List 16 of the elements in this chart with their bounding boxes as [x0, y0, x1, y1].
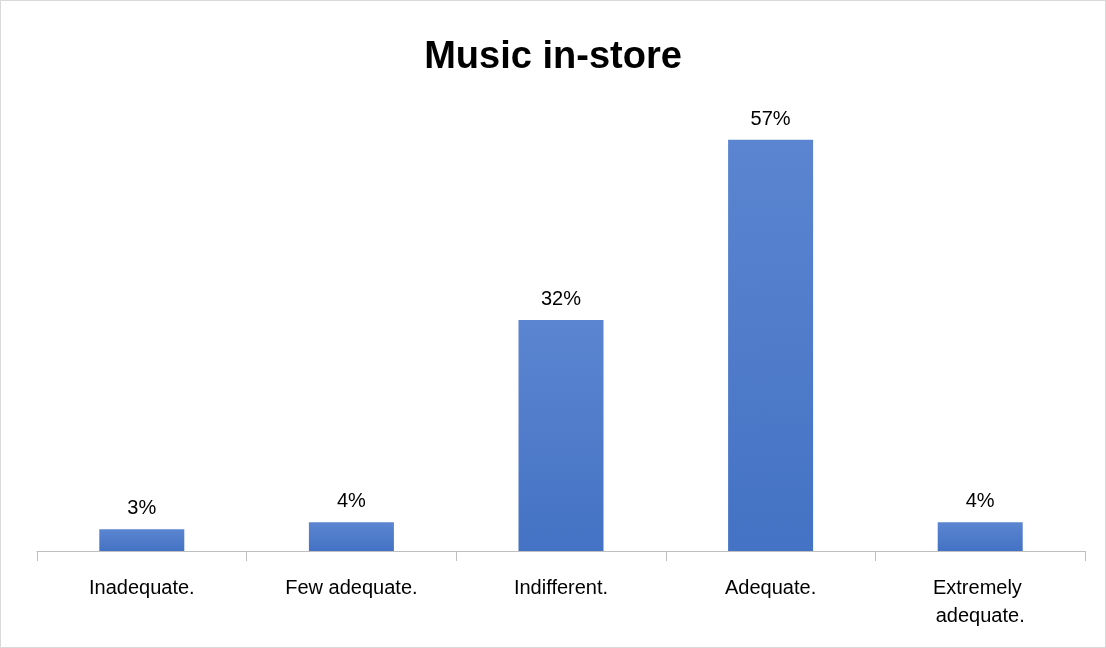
data-label: 32% [540, 287, 582, 310]
bar [99, 529, 185, 551]
x-tick-label: Adequate. [725, 576, 817, 598]
x-tick-label: Few adequate. [285, 576, 418, 598]
data-label: 4% [965, 489, 995, 512]
chart-title: Music in-store [424, 34, 682, 76]
bar [937, 522, 1023, 551]
data-label: 3% [127, 496, 157, 519]
bar [308, 522, 394, 551]
x-tick-label: Inadequate. [88, 576, 195, 598]
x-tick-label: Extremely adequate. [932, 576, 1028, 626]
bar [728, 139, 814, 551]
x-tick-label: Indifferent. [513, 576, 609, 598]
bar [518, 320, 604, 551]
data-label: 4% [336, 489, 367, 512]
data-label: 57% [750, 106, 791, 129]
